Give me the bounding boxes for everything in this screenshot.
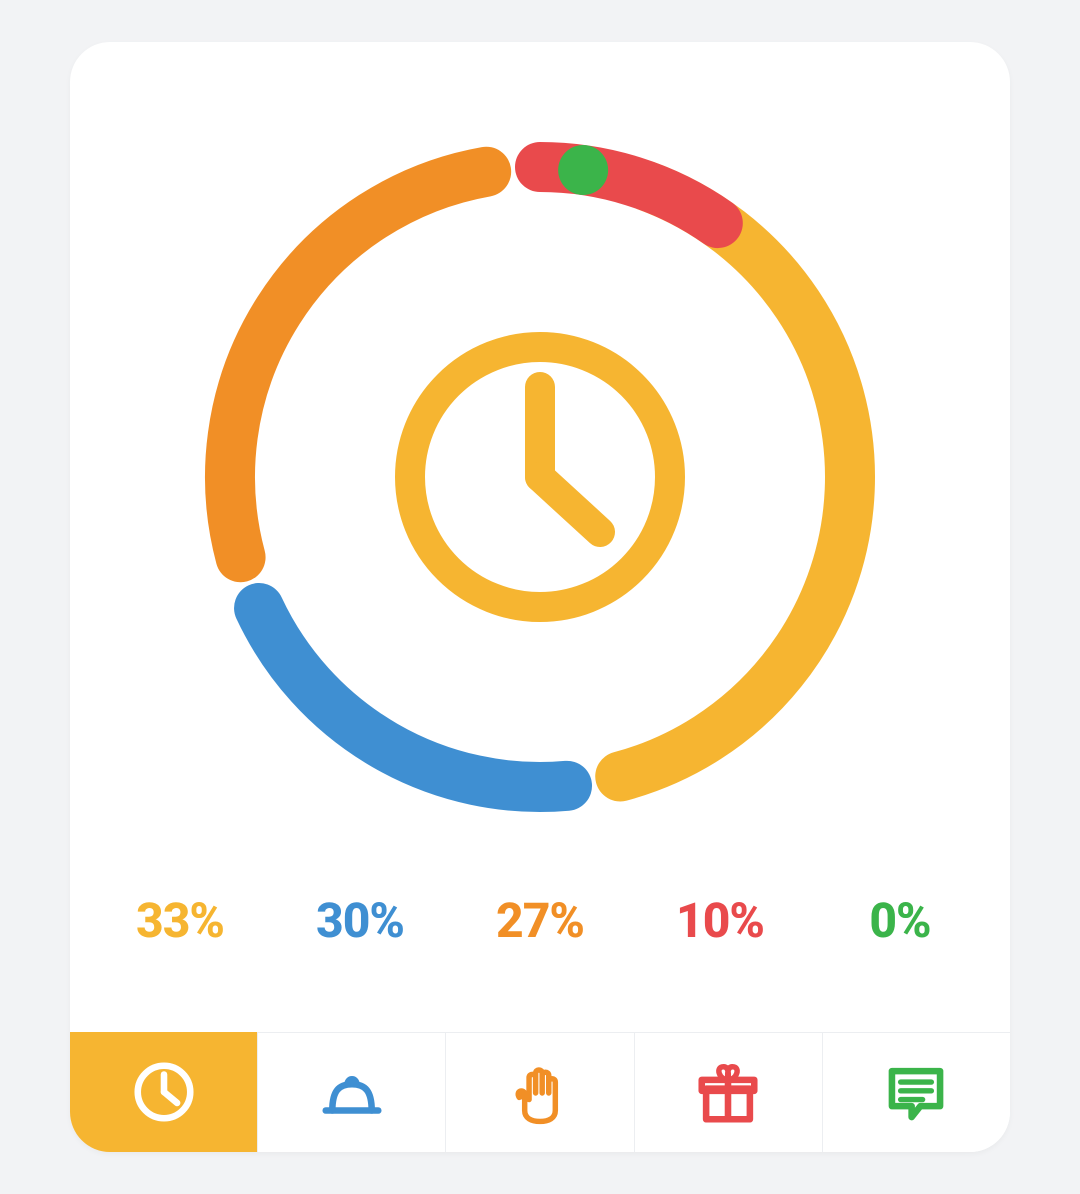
tab-bell[interactable] <box>258 1032 446 1152</box>
tab-gift[interactable] <box>635 1032 823 1152</box>
legend-hand-percent: 27% <box>450 892 630 949</box>
stats-card: 33% 30% 27% 10% 0% <box>70 42 1010 1152</box>
legend-gift-percent: 10% <box>630 892 810 949</box>
tab-hand[interactable] <box>446 1032 634 1152</box>
tab-comment[interactable] <box>823 1032 1010 1152</box>
hand-icon <box>505 1058 575 1128</box>
bell-icon <box>317 1058 387 1128</box>
legend-comment-percent: 0% <box>810 892 990 949</box>
comment-icon <box>881 1058 951 1128</box>
tab-clock[interactable] <box>70 1032 258 1152</box>
donut-chart-area <box>70 42 1010 872</box>
clock-icon <box>129 1057 199 1127</box>
gift-icon <box>693 1058 763 1128</box>
tab-bar <box>70 1032 1010 1152</box>
legend-row: 33% 30% 27% 10% 0% <box>70 892 1010 949</box>
donut-chart <box>180 117 900 837</box>
legend-bell-percent: 30% <box>270 892 450 949</box>
legend-clock-percent: 33% <box>90 892 270 949</box>
